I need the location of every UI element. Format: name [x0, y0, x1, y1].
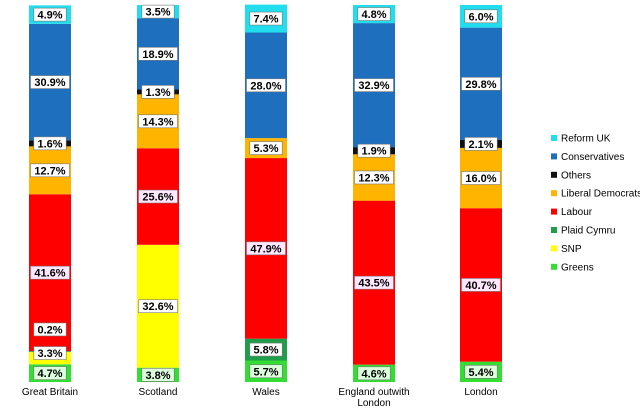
legend-swatch-others [551, 171, 557, 178]
category-label-england-outwith-london-line2: London [357, 398, 390, 409]
data-label-box-london-greens [464, 365, 498, 379]
data-label-great-britain-liberal-democrats: 12.7% [34, 165, 65, 177]
data-label-wales-plaid-cymru: 5.8% [253, 345, 278, 357]
data-label-great-britain-plaid-cymru: 0.2% [37, 324, 62, 336]
data-label-box-great-britain-reform-uk [33, 7, 67, 22]
category-label-great-britain: Great Britain [22, 387, 78, 398]
data-label-great-britain-snp: 3.3% [37, 348, 62, 360]
legend-label-plaid-cymru: Plaid Cymru [561, 226, 615, 237]
data-label-england-outwith-london-liberal-democrats: 12.3% [358, 172, 389, 184]
legend-swatch-greens [551, 263, 557, 270]
legend-label-reform-uk: Reform UK [561, 134, 611, 145]
legend-swatch-conservatives [551, 153, 557, 160]
data-label-great-britain-labour: 41.6% [34, 268, 65, 280]
legend-swatch-reform-uk [551, 135, 557, 141]
data-label-box-london-labour [461, 278, 501, 292]
category-label-wales: Wales [252, 387, 279, 398]
data-label-scotland-snp: 32.6% [142, 301, 173, 313]
category-label-scotland: Scotland [139, 387, 178, 398]
data-label-box-scotland-liberal-democrats [138, 114, 178, 129]
data-label-box-england-outwith-london-greens [357, 366, 391, 381]
data-label-box-great-britain-snp [33, 346, 67, 360]
data-label-england-outwith-london-labour: 43.5% [358, 278, 389, 290]
data-label-london-labour: 40.7% [465, 280, 496, 292]
legend-swatch-liberal-democrats [551, 190, 557, 197]
category-labels-group: Great Britain Scotland Wales England outwit… [22, 387, 498, 409]
data-label-scotland-liberal-democrats: 14.3% [142, 116, 173, 128]
data-label-great-britain-reform-uk: 4.9% [37, 10, 62, 22]
data-label-great-britain-others: 1.6% [37, 138, 62, 150]
data-label-box-england-outwith-london-reform-uk [357, 7, 391, 21]
data-label-box-scotland-snp [138, 299, 178, 314]
data-label-great-britain-conservatives: 30.9% [34, 77, 65, 89]
data-label-england-outwith-london-reform-uk: 4.8% [361, 9, 386, 21]
data-label-box-england-outwith-london-labour [354, 275, 394, 290]
legend-label-liberal-democrats: Liberal Democrats [561, 189, 640, 200]
data-label-box-scotland-labour [138, 189, 178, 204]
data-label-box-england-outwith-london-conservatives [354, 78, 394, 92]
legend-label-others: Others [561, 170, 591, 181]
data-label-england-outwith-london-conservatives: 32.9% [358, 80, 389, 92]
data-label-wales-labour: 47.9% [250, 243, 281, 255]
data-label-box-scotland-conservatives [138, 47, 178, 61]
legend-swatch-labour [551, 208, 557, 215]
data-label-box-great-britain-labour [30, 265, 70, 280]
data-label-box-scotland-others [141, 85, 175, 99]
legend: Reform UK Conservatives Others Liberal Demo… [551, 134, 640, 273]
category-label-london: London [464, 387, 497, 398]
data-label-scotland-labour: 25.6% [142, 192, 173, 204]
data-label-great-britain-greens: 4.7% [37, 368, 62, 380]
data-label-scotland-reform-uk: 3.5% [145, 7, 170, 19]
legend-label-greens: Greens [561, 262, 594, 273]
legend-label-snp: SNP [561, 244, 582, 255]
data-label-box-wales-conservatives [246, 78, 286, 93]
legend-label-conservatives: Conservatives [561, 152, 624, 163]
legend-label-labour: Labour [561, 207, 593, 218]
bars-group [29, 4, 502, 382]
data-label-wales-liberal-democrats: 5.3% [253, 143, 278, 155]
data-label-box-england-outwith-london-liberal-democrats [354, 170, 394, 185]
data-label-box-london-liberal-democrats [461, 171, 501, 185]
data-label-box-london-others [464, 137, 498, 151]
data-label-box-london-conservatives [461, 76, 501, 91]
data-label-london-conservatives: 29.8% [465, 79, 496, 91]
data-label-box-london-reform-uk [464, 9, 498, 24]
data-label-box-great-britain-plaid-cymru [33, 322, 67, 337]
data-label-scotland-greens: 3.8% [145, 370, 170, 382]
data-label-wales-conservatives: 28.0% [250, 80, 281, 92]
data-label-box-scotland-greens [141, 368, 175, 382]
data-label-scotland-conservatives: 18.9% [142, 49, 173, 61]
data-label-box-wales-plaid-cymru [249, 342, 283, 357]
data-label-london-liberal-democrats: 16.0% [465, 173, 496, 185]
data-label-box-great-britain-conservatives [30, 75, 70, 89]
data-label-box-great-britain-greens [33, 366, 67, 380]
data-label-wales-greens: 5.7% [253, 366, 278, 378]
data-label-scotland-others: 1.3% [145, 87, 170, 99]
data-label-london-reform-uk: 6.0% [468, 11, 493, 23]
data-label-box-scotland-reform-uk [141, 4, 175, 19]
segment-labels-group: 4.7% 3.3% 0.2% 41.6% 12.7% 1.6% 30.9% 4.9% 3.8% 3… [30, 4, 501, 382]
data-label-wales-reform-uk: 7.4% [253, 14, 278, 26]
legend-swatch-snp [551, 245, 557, 252]
data-label-box-wales-liberal-democrats [249, 141, 283, 155]
data-label-england-outwith-london-greens: 4.6% [361, 368, 386, 380]
data-label-box-england-outwith-london-others [357, 143, 391, 158]
data-label-box-wales-greens [249, 364, 283, 379]
data-label-box-great-britain-liberal-democrats [30, 163, 70, 178]
legend-swatch-plaid-cymru [551, 227, 557, 233]
category-label-england-outwith-london: England outwith [338, 387, 409, 398]
data-label-box-great-britain-others [33, 136, 67, 151]
data-label-england-outwith-london-others: 1.9% [361, 146, 386, 158]
data-label-box-wales-reform-uk [249, 11, 283, 26]
data-label-london-greens: 5.4% [468, 367, 493, 379]
data-label-box-wales-labour [246, 241, 286, 256]
data-label-london-others: 2.1% [468, 139, 493, 151]
